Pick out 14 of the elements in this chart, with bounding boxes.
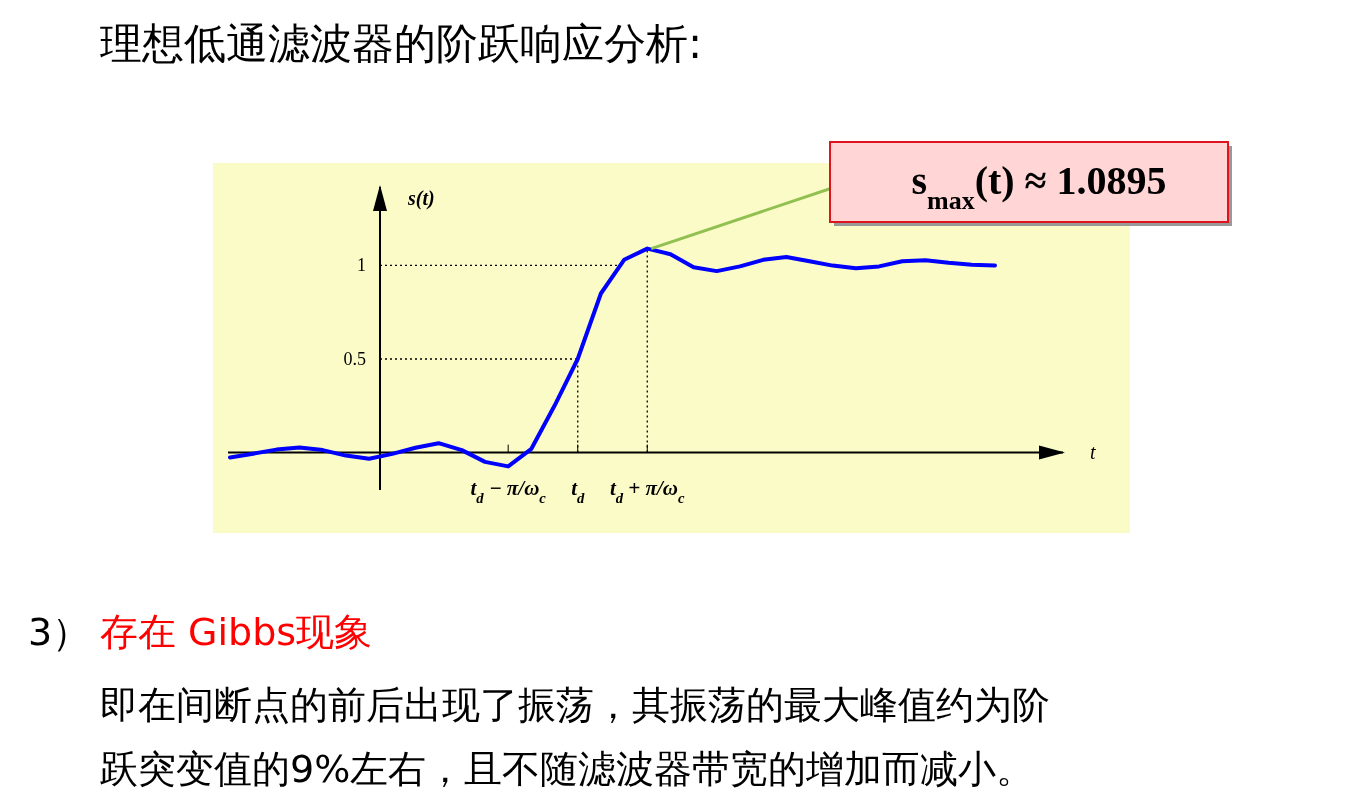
text: 即在间断点的前后出现了振荡，其振荡的最大峰值约为阶 xyxy=(100,683,1050,727)
x-tick-label: t$_{d}$ − π/ω$_{c}$ xyxy=(470,475,547,506)
x-tick-label: t$_{d}$ + π/ω$_{c}$ xyxy=(609,475,686,506)
text: 3） xyxy=(28,610,91,654)
y-axis-title: s(t) xyxy=(407,187,435,210)
annotation: s$_{max}$(t) ≈ 1.0895 xyxy=(911,158,1167,215)
text: 存在 Gibbs现象 xyxy=(100,610,373,654)
text: 跃突变值的9%左右，且不随滤波器带宽的增加而减小。 xyxy=(100,747,1035,791)
y-tick-label: 1 xyxy=(357,255,366,276)
x-axis-title: t xyxy=(1090,440,1096,463)
x-tick-label: t$_{d}$ xyxy=(571,475,585,506)
chart-title: 理想低通滤波器的阶跃响应分析: xyxy=(100,19,703,68)
y-tick-label: 0.5 xyxy=(343,349,366,370)
line-series xyxy=(228,246,997,469)
